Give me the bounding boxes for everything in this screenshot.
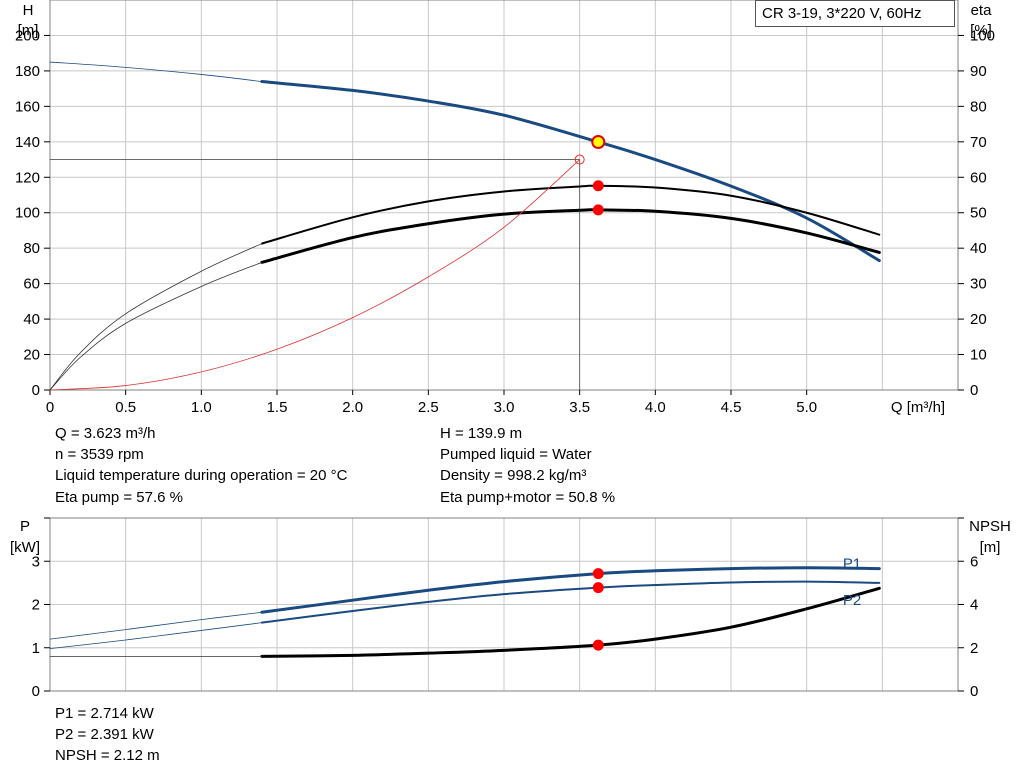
top-series-0	[260, 80, 881, 263]
top-series-1	[49, 61, 263, 82]
bottom-series-2	[260, 580, 881, 624]
top-right-tick-label: 100	[970, 27, 995, 44]
info-liquid-temperature: Liquid temperature during operation = 20…	[55, 467, 348, 484]
top-series-4	[49, 243, 263, 391]
top-left-tick-label: 40	[23, 311, 40, 328]
top-operating-point-marker	[592, 180, 604, 192]
top-left-tick-label: 200	[15, 27, 40, 44]
top-right-tick-label: 70	[970, 134, 987, 151]
info-eta-pump: Eta pump = 57.6 %	[55, 489, 183, 506]
bottom-right-tick-label: 6	[970, 553, 978, 570]
info-p2: P2 = 2.391 kW	[55, 726, 154, 743]
bottom-operating-point-marker	[592, 639, 604, 651]
top-right-tick-label: 10	[970, 347, 987, 364]
info-pumped-liquid: Pumped liquid = Water	[440, 446, 592, 463]
bottom-left-tick-label: 2	[32, 597, 40, 614]
bottom-left-tick-label: 0	[32, 683, 40, 700]
info-eta-pump-motor: Eta pump+motor = 50.8 %	[440, 489, 616, 506]
top-left-tick-label: 80	[23, 240, 40, 257]
system-curve-point-marker	[574, 154, 585, 165]
top-right-tick-label: 60	[970, 169, 987, 186]
bottom-right-axis-unit: [m]	[980, 539, 1001, 556]
bottom-series-3	[49, 622, 263, 650]
top-series-2	[260, 184, 881, 245]
series-label-p2: P2	[843, 592, 861, 609]
x-axis-title: Q [m³/h]	[891, 399, 945, 416]
x-tick-label: 4.5	[721, 399, 742, 416]
top-left-tick-label: 20	[23, 347, 40, 364]
top-right-axis-title: eta	[971, 2, 993, 19]
info-npsh: NPSH = 2.12 m	[55, 747, 160, 764]
top-operating-point-marker	[592, 204, 604, 216]
x-tick-label: 2.0	[342, 399, 363, 416]
top-left-axis-unit: [m]	[18, 22, 39, 39]
bottom-left-axis-unit: [kW]	[10, 539, 40, 556]
duty-point-marker	[591, 134, 606, 149]
top-right-tick-label: 30	[970, 276, 987, 293]
top-series-5	[49, 261, 263, 391]
info-flow: Q = 3.623 m³/h	[55, 425, 156, 442]
bottom-right-axis-title: NPSH	[969, 518, 1011, 535]
info-density: Density = 998.2 kg/m³	[440, 467, 587, 484]
info-speed: n = 3539 rpm	[55, 446, 144, 463]
series-label-p1: P1	[843, 555, 861, 572]
info-head: H = 139.9 m	[440, 425, 523, 442]
x-tick-label: 0.5	[115, 399, 136, 416]
top-right-tick-label: 0	[970, 382, 978, 399]
x-tick-label: 4.0	[645, 399, 666, 416]
bottom-left-axis-title: P	[20, 518, 30, 535]
bottom-right-tick-label: 2	[970, 640, 978, 657]
bottom-operating-point-marker	[592, 568, 604, 580]
bottom-right-tick-label: 0	[970, 683, 978, 700]
top-left-tick-label: 100	[15, 205, 40, 222]
x-tick-label: 1.5	[267, 399, 288, 416]
top-left-tick-label: 0	[32, 382, 40, 399]
top-left-tick-label: 160	[15, 98, 40, 115]
bottom-right-tick-label: 4	[970, 597, 978, 614]
x-tick-label: 1.0	[191, 399, 212, 416]
bottom-left-tick-label: 1	[32, 640, 40, 657]
top-right-axis-unit: [%]	[970, 22, 992, 39]
x-tick-label: 5.0	[796, 399, 817, 416]
top-right-tick-label: 90	[970, 63, 987, 80]
x-tick-label: 3.5	[569, 399, 590, 416]
top-left-axis-title: H	[23, 2, 34, 19]
top-series-6	[49, 159, 581, 391]
top-left-tick-label: 140	[15, 134, 40, 151]
x-tick-label: 2.5	[418, 399, 439, 416]
top-right-tick-label: 80	[970, 98, 987, 115]
top-left-tick-label: 180	[15, 63, 40, 80]
top-series-3	[260, 208, 881, 264]
bottom-left-tick-label: 3	[32, 553, 40, 570]
model-label: CR 3-19, 3*220 V, 60Hz	[755, 0, 955, 27]
top-left-tick-label: 120	[15, 169, 40, 186]
x-tick-label: 0	[46, 399, 54, 416]
top-right-tick-label: 20	[970, 311, 987, 328]
info-p1: P1 = 2.714 kW	[55, 705, 154, 722]
top-right-tick-label: 40	[970, 240, 987, 257]
bottom-operating-point-marker	[592, 582, 604, 594]
top-left-tick-label: 60	[23, 276, 40, 293]
top-right-tick-label: 50	[970, 205, 987, 222]
bottom-series-1	[49, 611, 263, 640]
x-tick-label: 3.0	[494, 399, 515, 416]
